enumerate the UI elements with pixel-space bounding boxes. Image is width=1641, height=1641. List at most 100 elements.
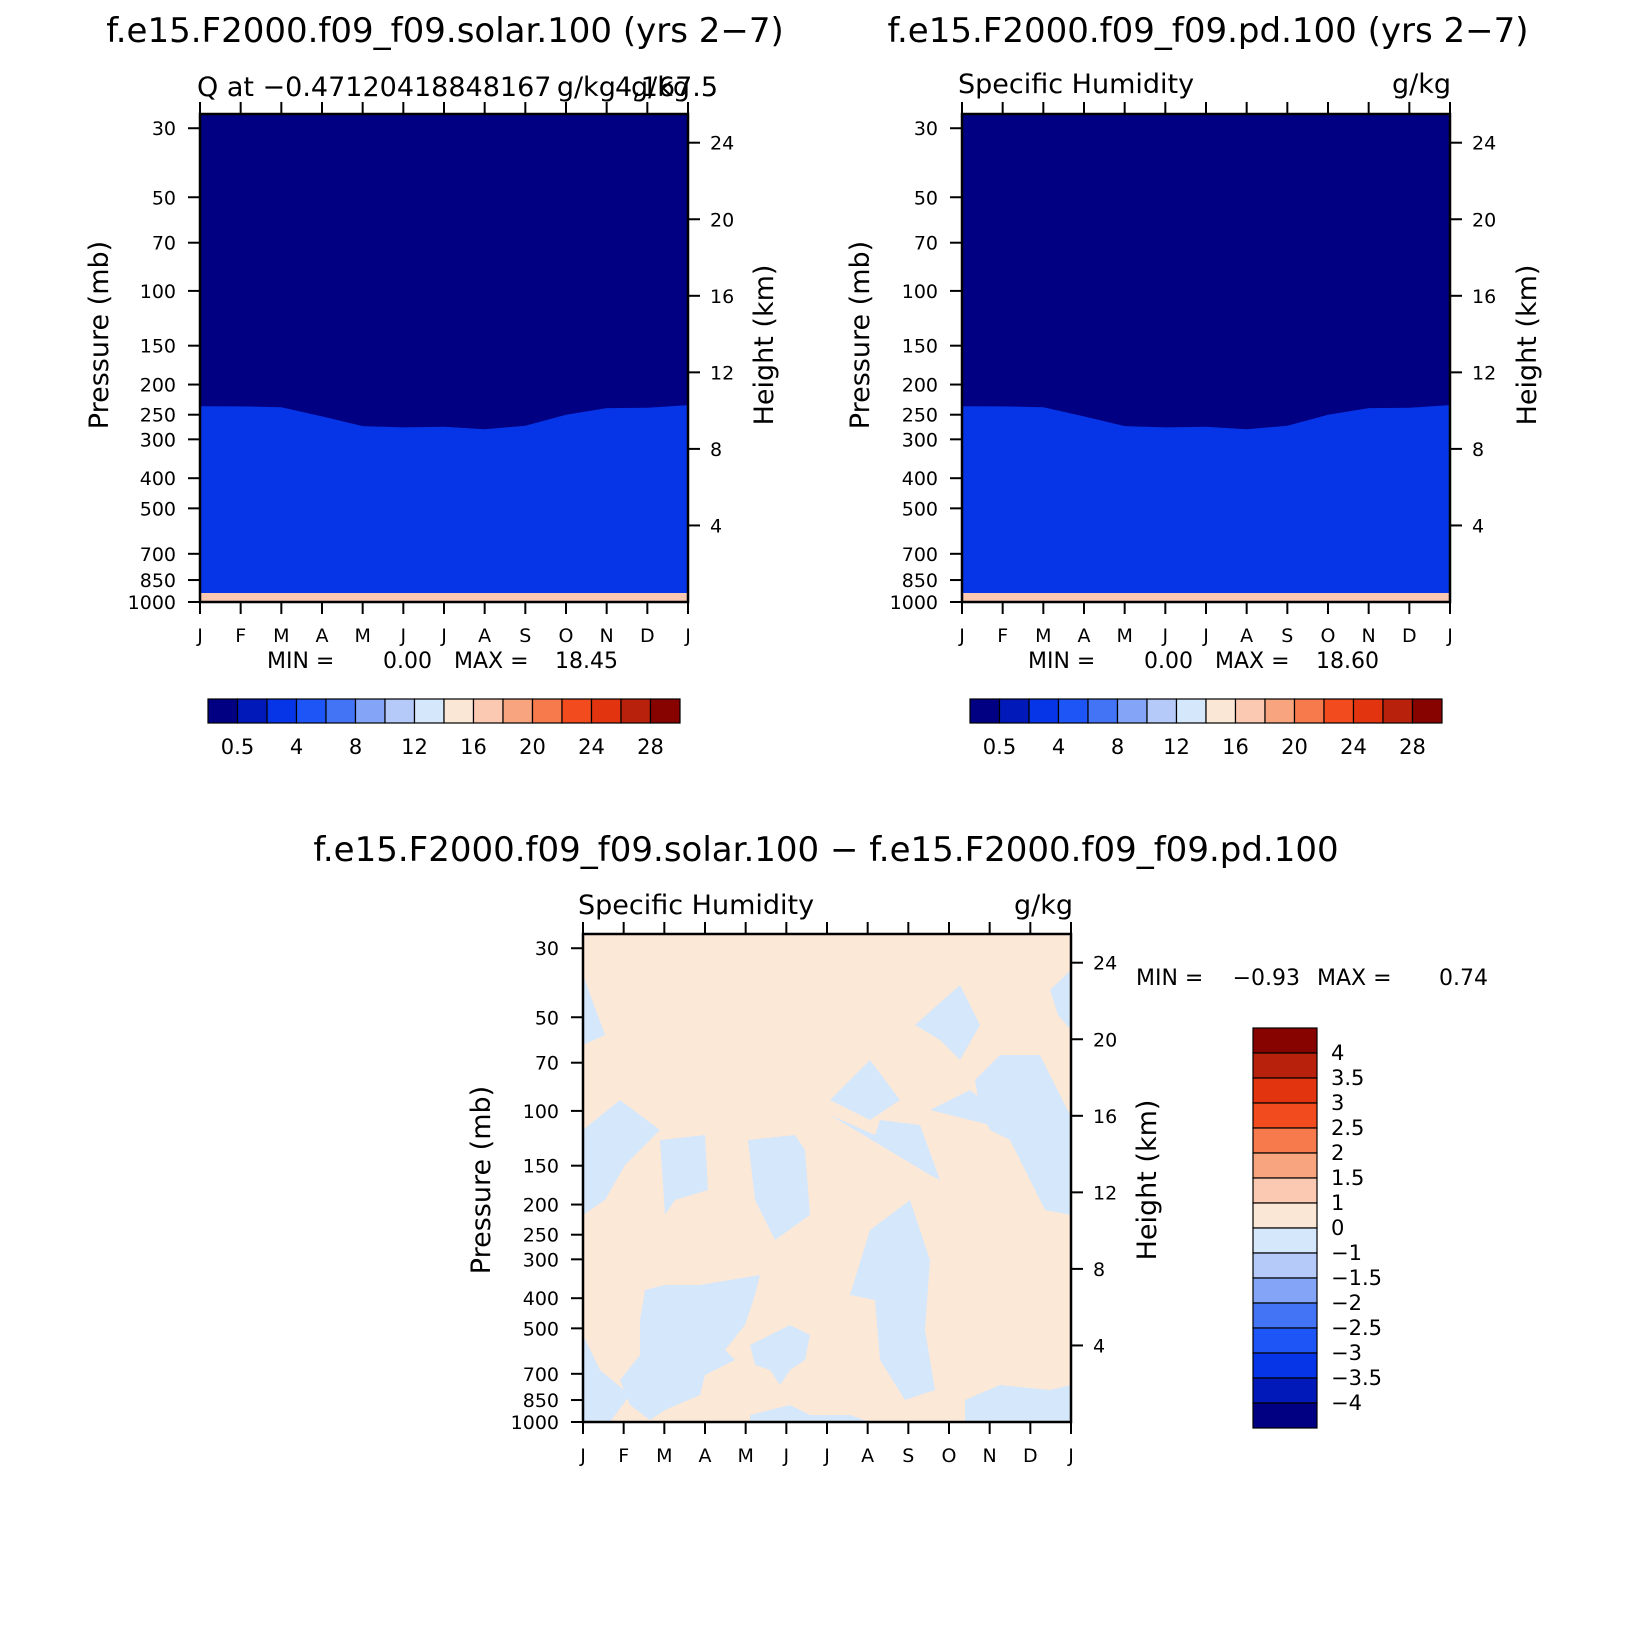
- colorbar-label: 4: [1331, 1041, 1344, 1065]
- y2-tick-label: 4: [1093, 1335, 1105, 1357]
- negative-anomaly-region: [830, 1060, 900, 1120]
- negative-anomaly-region: [583, 1335, 630, 1422]
- y-tick-label: 850: [902, 570, 938, 592]
- colorbar-label: 0: [1331, 1216, 1344, 1240]
- colorbar-swatch: [1252, 1327, 1318, 1354]
- y2-tick-label: 24: [710, 133, 734, 155]
- negative-anomaly-region: [975, 1055, 1071, 1215]
- y-tick-label: 300: [140, 429, 176, 451]
- colorbar-swatch: [1252, 1277, 1318, 1304]
- colorbar-label: 12: [401, 735, 428, 759]
- contour-fill-level: [200, 405, 688, 602]
- x-tick-label: J: [783, 1445, 790, 1467]
- surface-contour-band: [200, 593, 688, 602]
- colorbar-swatch: [1411, 698, 1443, 724]
- x-tick-label: N: [600, 625, 614, 647]
- y2-tick-label: 8: [1093, 1259, 1105, 1281]
- max-value: 0.74: [1439, 966, 1488, 991]
- x-tick-label: J: [1202, 625, 1209, 647]
- y-tick-label: 200: [140, 375, 176, 397]
- colorbar-swatch: [1028, 698, 1060, 724]
- x-tick-label: M: [1116, 625, 1132, 647]
- y-tick-label: 250: [523, 1225, 559, 1247]
- y2-tick-label: 24: [1472, 133, 1496, 155]
- colorbar-swatch: [1087, 698, 1119, 724]
- y-tick-label: 70: [152, 233, 176, 255]
- y2-tick-label: 8: [1472, 439, 1484, 461]
- x-tick-label: J: [440, 625, 447, 647]
- colorbar-swatch: [1252, 1302, 1318, 1329]
- x-tick-label: J: [684, 625, 691, 647]
- y-tick-label: 100: [523, 1101, 559, 1123]
- negative-anomaly-region: [1050, 970, 1071, 1030]
- colorbar-swatch: [998, 698, 1030, 724]
- colorbar-swatch: [1252, 1402, 1318, 1429]
- colorbar-swatch: [1252, 1377, 1318, 1404]
- colorbar-swatch: [1252, 1352, 1318, 1379]
- panel-difference: f.e15.F2000.f09_f09.solar.100 − f.e15.F2…: [313, 830, 1488, 1467]
- y-tick-label: 300: [902, 429, 938, 451]
- colorbar-label: 8: [1111, 735, 1124, 759]
- colorbar-swatch: [295, 698, 327, 724]
- colorbar-label: 24: [1340, 735, 1367, 759]
- x-tick-label: J: [400, 625, 407, 647]
- x-tick-label: A: [861, 1445, 874, 1467]
- colorbar: 0.5 4 8 12 16 20 24 28: [969, 698, 1443, 759]
- min-value: 0.00: [383, 649, 432, 674]
- y2-axis-label: Height (km): [1132, 1100, 1163, 1261]
- colorbar-label: 2.5: [1331, 1116, 1364, 1140]
- negative-anomaly-region: [660, 1135, 708, 1215]
- y-tick-label: 70: [535, 1053, 559, 1075]
- colorbar-label: 3: [1331, 1091, 1344, 1115]
- colorbar-swatch: [354, 698, 386, 724]
- panel-subtitle-units: g/kg: [1392, 69, 1451, 100]
- colorbar-swatch: [1252, 1177, 1318, 1204]
- y-tick-label: 100: [140, 281, 176, 303]
- colorbar-label: −1: [1331, 1241, 1362, 1265]
- negative-anomaly-region: [965, 1385, 1071, 1422]
- colorbar-swatch: [1252, 1052, 1318, 1079]
- negative-anomaly-region: [620, 1275, 760, 1420]
- x-tick-label: S: [1281, 625, 1293, 647]
- panel-subtitle-units: g/kg: [1014, 890, 1073, 921]
- y-tick-label: 200: [902, 375, 938, 397]
- x-tick-label: J: [1162, 625, 1169, 647]
- colorbar-label: 3.5: [1331, 1066, 1364, 1090]
- colorbar-swatch: [1252, 1027, 1318, 1054]
- y2-tick-label: 20: [1093, 1029, 1117, 1051]
- colorbar-label: 1.5: [1331, 1166, 1364, 1190]
- y-tick-label: 250: [140, 405, 176, 427]
- colorbar-swatch: [325, 698, 357, 724]
- colorbar-swatch: [1352, 698, 1384, 724]
- colorbar-label: 12: [1163, 735, 1190, 759]
- colorbar-swatch: [1234, 698, 1266, 724]
- colorbar-swatch: [207, 698, 239, 724]
- y2-tick-label: 4: [1472, 515, 1484, 537]
- colorbar-label: 28: [637, 735, 664, 759]
- negative-anomaly-region: [583, 1100, 660, 1215]
- x-tick-label: M: [273, 625, 289, 647]
- max-label: MAX =: [1215, 649, 1290, 674]
- colorbar-swatch: [1252, 1077, 1318, 1104]
- y2-tick-label: 16: [1472, 286, 1496, 308]
- x-tick-label: F: [235, 625, 246, 647]
- colorbar-swatch: [1264, 698, 1296, 724]
- y2-tick-label: 8: [710, 439, 722, 461]
- panel-subtitle-left: Specific Humidity: [578, 890, 814, 921]
- colorbar-label: −3: [1331, 1341, 1362, 1365]
- y2-tick-label: 16: [1093, 1106, 1117, 1128]
- x-tick-label: J: [1446, 625, 1453, 647]
- x-tick-label: A: [478, 625, 491, 647]
- x-tick-label: N: [983, 1445, 997, 1467]
- panel-subtitle-left: Specific Humidity: [958, 69, 1194, 100]
- max-label: MAX =: [454, 649, 529, 674]
- x-tick-label: J: [823, 1445, 830, 1467]
- y-tick-label: 150: [140, 336, 176, 358]
- colorbar: 43.532.521.510−1−1.5−2−2.5−3−3.5−4: [1252, 1027, 1382, 1429]
- colorbar-swatch: [384, 698, 416, 724]
- x-tick-label: N: [1362, 625, 1376, 647]
- colorbar-swatch: [969, 698, 1001, 724]
- colorbar-swatch: [1175, 698, 1207, 724]
